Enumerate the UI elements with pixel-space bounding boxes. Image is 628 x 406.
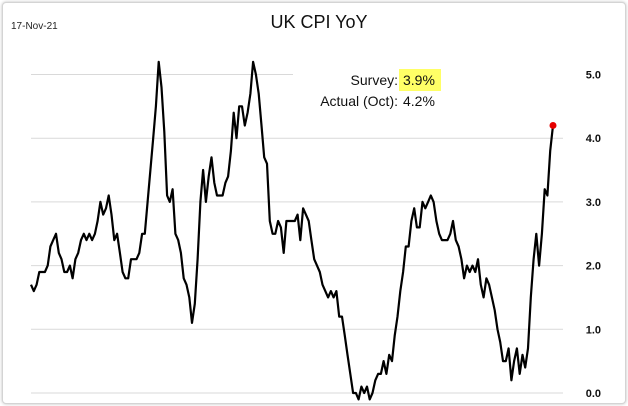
chart-title: UK CPI YoY — [270, 12, 367, 32]
y-tick-label: 2.0 — [586, 261, 601, 273]
cpi-chart: 17-Nov-21 UK CPI YoY 0.01.02.03.04.05.0 … — [11, 12, 601, 401]
chart-date: 17-Nov-21 — [11, 21, 58, 32]
actual-label: Actual (Oct): — [320, 93, 398, 109]
y-tick-label: 1.0 — [586, 324, 601, 336]
survey-value: 3.9% — [403, 72, 435, 88]
survey-label: Survey: — [351, 72, 398, 88]
actual-value: 4.2% — [403, 93, 435, 109]
cpi-series-line — [29, 60, 555, 401]
gridlines — [31, 74, 563, 394]
y-tick-label: 0.0 — [586, 388, 601, 400]
latest-value-point — [549, 121, 557, 129]
survey-highlight — [399, 69, 441, 91]
y-tick-label: 3.0 — [586, 197, 601, 209]
y-tick-label: 5.0 — [586, 70, 601, 82]
y-tick-label: 4.0 — [586, 133, 601, 145]
y-axis-ticks: 0.0 1.0 2.0 3.0 4.0 5.0 — [586, 70, 601, 401]
